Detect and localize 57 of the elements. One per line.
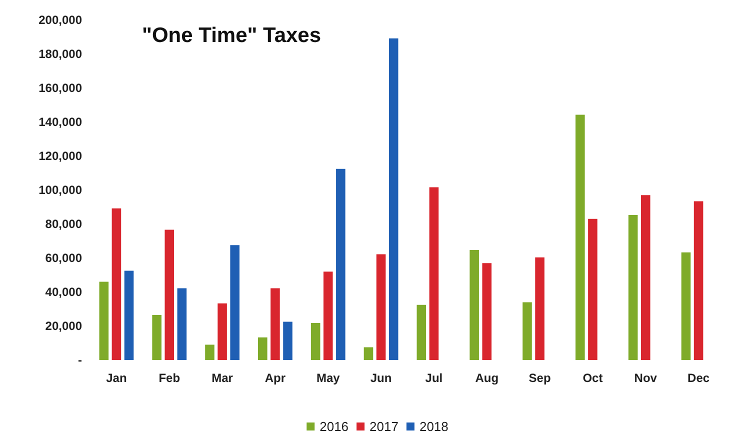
bar	[681, 252, 691, 360]
bar	[522, 302, 532, 360]
bar	[258, 337, 268, 360]
bar	[218, 303, 227, 360]
bar	[270, 288, 280, 360]
x-tick-label: May	[316, 371, 340, 385]
y-tick-label: 40,000	[45, 285, 82, 299]
legend-label: 2018	[419, 419, 448, 434]
y-tick-label: 100,000	[38, 183, 82, 197]
y-tick-label: 180,000	[38, 47, 82, 61]
x-tick-label: Oct	[582, 371, 603, 385]
bar	[205, 344, 214, 360]
bar	[388, 38, 398, 360]
bar	[164, 230, 174, 360]
bar	[640, 195, 650, 360]
y-tick-label: -	[78, 353, 82, 367]
y-tick-label: 120,000	[38, 149, 82, 163]
x-tick-label: Jan	[106, 371, 127, 385]
y-tick-label: 80,000	[45, 217, 82, 231]
x-tick-label: Apr	[264, 371, 286, 385]
x-tick-label: Dec	[688, 371, 710, 385]
bar	[310, 322, 320, 360]
x-tick-label: Sep	[528, 371, 551, 385]
bar	[576, 114, 585, 360]
bar	[416, 304, 426, 360]
bar	[99, 282, 109, 360]
bar	[470, 250, 479, 360]
x-tick-label: Mar	[212, 371, 234, 385]
y-tick-label: 20,000	[45, 319, 82, 333]
legend-label: 2017	[370, 419, 398, 434]
bar	[429, 187, 439, 360]
bar	[628, 214, 638, 360]
bar	[112, 208, 122, 360]
bar	[694, 201, 704, 360]
y-tick-label: 60,000	[45, 251, 82, 265]
bar	[364, 347, 374, 360]
bar	[482, 263, 492, 360]
bar	[124, 270, 134, 360]
legend-label: 2016	[320, 419, 349, 434]
x-tick-label: Jun	[370, 371, 392, 385]
bar	[588, 218, 598, 360]
x-tick-label: Feb	[158, 371, 180, 385]
y-tick-label: 140,000	[38, 115, 82, 129]
x-tick-label: Nov	[634, 371, 658, 385]
y-tick-label: 200,000	[38, 13, 82, 27]
bar	[230, 245, 240, 360]
chart-title: "One Time" Taxes	[142, 24, 322, 47]
bar	[336, 168, 346, 360]
bar	[177, 288, 187, 360]
bar	[376, 254, 386, 360]
bar	[323, 272, 333, 360]
x-tick-label: Jul	[425, 371, 443, 385]
bar	[283, 322, 292, 360]
bar	[535, 257, 544, 360]
x-tick-label: Aug	[475, 371, 499, 385]
bar	[152, 314, 162, 360]
y-tick-label: 160,000	[38, 81, 82, 95]
